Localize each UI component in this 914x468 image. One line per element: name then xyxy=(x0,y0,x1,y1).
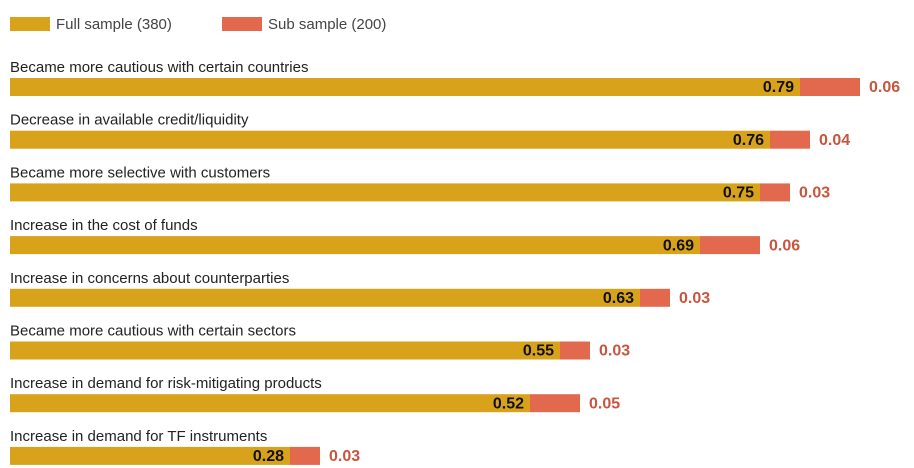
bar-segment xyxy=(10,394,530,413)
bar-segment xyxy=(560,341,590,360)
bar-segment xyxy=(10,236,700,255)
value-label: 0.55 xyxy=(523,343,554,360)
bar-segment xyxy=(800,78,860,96)
value-label: 0.03 xyxy=(679,290,710,307)
value-label: 0.52 xyxy=(493,395,524,412)
value-label: 0.03 xyxy=(329,448,360,465)
value-label: 0.69 xyxy=(663,237,694,254)
category-label: Became more cautious with certain countr… xyxy=(10,59,308,76)
value-label: 0.05 xyxy=(589,395,620,412)
bar-segment xyxy=(530,394,580,413)
category-label: Became more selective with customers xyxy=(10,164,270,181)
bar-segment xyxy=(10,288,640,307)
value-label: 0.76 xyxy=(733,132,764,149)
legend-swatch xyxy=(10,17,50,31)
category-label: Decrease in available credit/liquidity xyxy=(10,112,249,129)
value-label: 0.03 xyxy=(599,343,630,360)
category-label: Increase in concerns about counterpartie… xyxy=(10,270,289,287)
bar-segment xyxy=(10,78,800,96)
value-label: 0.63 xyxy=(603,290,634,307)
value-label: 0.28 xyxy=(253,448,284,465)
bar-segment xyxy=(640,288,670,307)
bar-segment xyxy=(770,130,810,149)
value-label: 0.75 xyxy=(723,185,754,202)
legend-swatch xyxy=(222,17,262,31)
value-label: 0.04 xyxy=(819,132,850,149)
bar-segment xyxy=(10,183,760,202)
category-label: Became more cautious with certain sector… xyxy=(10,322,296,339)
value-label: 0.06 xyxy=(769,237,800,254)
value-label: 0.79 xyxy=(763,79,794,96)
legend-label: Sub sample (200) xyxy=(268,16,386,33)
bar-segment xyxy=(10,341,560,360)
category-label: Increase in demand for TF instruments xyxy=(10,428,267,445)
bar-segment xyxy=(10,130,770,149)
legend-label: Full sample (380) xyxy=(56,16,172,33)
category-label: Increase in the cost of funds xyxy=(10,217,198,234)
bar-segment xyxy=(290,446,320,465)
bar-segment xyxy=(10,446,290,465)
bar-segment xyxy=(700,236,760,255)
bar-segment xyxy=(760,183,790,202)
value-label: 0.06 xyxy=(869,79,900,96)
category-label: Increase in demand for risk-mitigating p… xyxy=(10,375,322,392)
value-label: 0.03 xyxy=(799,185,830,202)
